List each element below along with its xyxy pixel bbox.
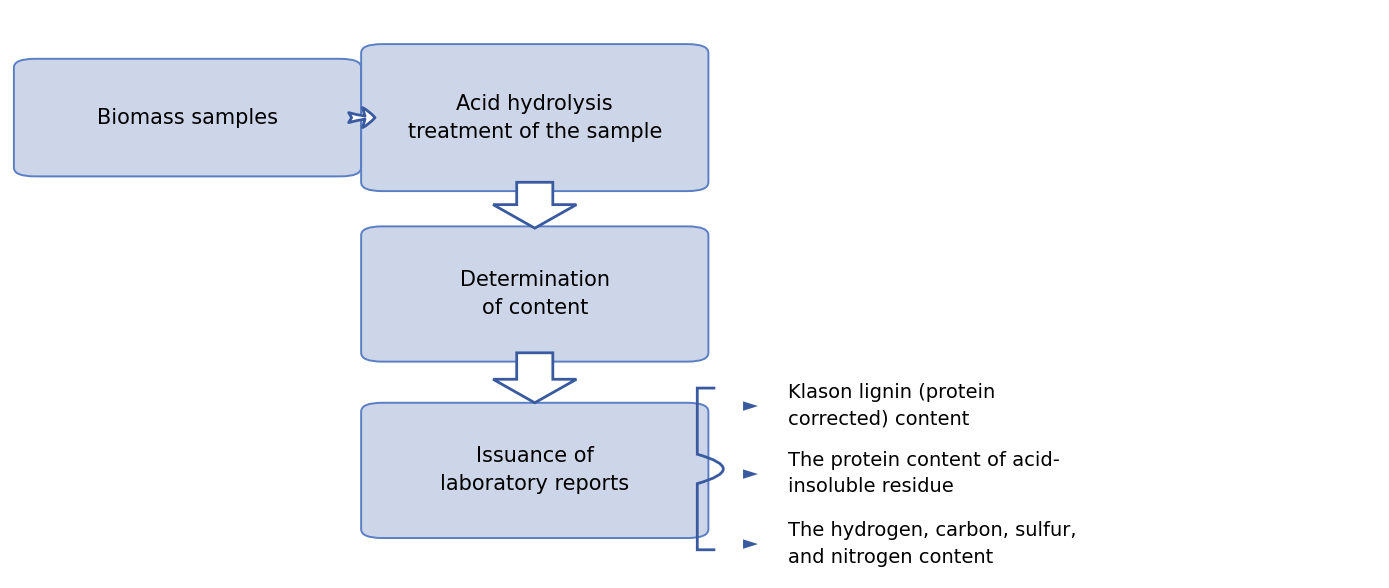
Text: The protein content of acid-
insoluble residue: The protein content of acid- insoluble r… bbox=[788, 450, 1060, 496]
Text: Issuance of
laboratory reports: Issuance of laboratory reports bbox=[440, 446, 629, 495]
FancyBboxPatch shape bbox=[361, 226, 708, 362]
FancyBboxPatch shape bbox=[361, 403, 708, 538]
FancyBboxPatch shape bbox=[14, 59, 361, 176]
FancyArrowPatch shape bbox=[349, 108, 375, 128]
Text: Acid hydrolysis
treatment of the sample: Acid hydrolysis treatment of the sample bbox=[407, 93, 663, 142]
Text: Biomass samples: Biomass samples bbox=[97, 108, 278, 128]
Text: Klason lignin (protein
corrected) content: Klason lignin (protein corrected) conten… bbox=[788, 383, 995, 429]
FancyBboxPatch shape bbox=[361, 44, 708, 191]
Text: The hydrogen, carbon, sulfur,
and nitrogen content: The hydrogen, carbon, sulfur, and nitrog… bbox=[788, 521, 1076, 567]
Text: ►: ► bbox=[743, 534, 758, 553]
Text: ►: ► bbox=[743, 464, 758, 483]
Text: Determination
of content: Determination of content bbox=[460, 270, 610, 318]
Text: ►: ► bbox=[743, 396, 758, 415]
Polygon shape bbox=[493, 182, 576, 228]
Polygon shape bbox=[493, 353, 576, 403]
